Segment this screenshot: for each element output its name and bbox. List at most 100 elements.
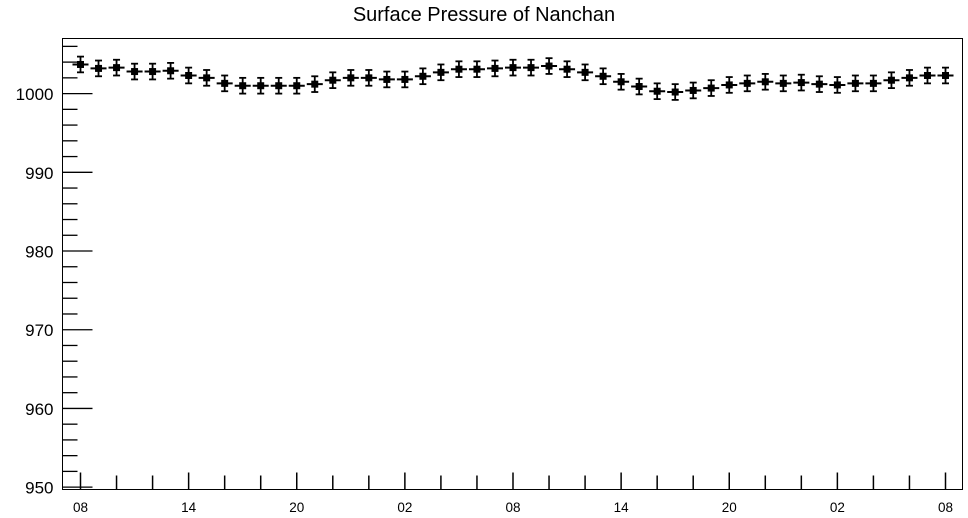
- data-point: [360, 69, 377, 87]
- data-point: [270, 76, 287, 95]
- point-marker: [401, 75, 409, 83]
- x-tick-label: 08: [938, 500, 953, 515]
- point-marker: [689, 86, 697, 94]
- point-marker: [257, 82, 265, 90]
- data-point: [288, 76, 305, 95]
- data-point: [432, 63, 449, 82]
- point-marker: [725, 81, 733, 89]
- y-tick-label: 960: [25, 400, 53, 419]
- point-marker: [311, 80, 319, 88]
- data-point: [793, 73, 810, 92]
- point-marker: [491, 64, 499, 72]
- point-marker: [437, 68, 445, 76]
- point-marker: [761, 78, 769, 86]
- data-point: [342, 69, 359, 87]
- y-tick-label: 950: [25, 479, 53, 498]
- point-marker: [545, 62, 553, 70]
- x-tick-label: 08: [73, 500, 88, 515]
- point-marker: [833, 81, 841, 89]
- data-point: [414, 67, 431, 86]
- data-point: [72, 55, 89, 74]
- data-point: [180, 66, 197, 85]
- x-tick-label: 02: [830, 500, 845, 515]
- point-marker: [707, 84, 715, 92]
- data-point: [378, 70, 395, 89]
- data-point: [450, 60, 467, 78]
- point-marker: [815, 80, 823, 88]
- y-tick-label: 970: [25, 321, 53, 340]
- x-tick-label: 14: [181, 500, 197, 515]
- point-marker: [671, 88, 679, 96]
- x-axis: 08 14 20 02 08 14 20 02 08: [73, 472, 953, 515]
- data-point: [613, 73, 630, 91]
- data-point: [919, 66, 936, 85]
- point-marker: [239, 82, 247, 90]
- point-marker: [743, 79, 751, 87]
- point-marker: [77, 60, 84, 68]
- y-tick-label: 990: [25, 164, 53, 183]
- point-marker: [329, 76, 337, 84]
- data-point: [829, 76, 846, 94]
- point-marker: [185, 71, 193, 79]
- data-point: [865, 74, 882, 93]
- data-point: [937, 66, 954, 85]
- data-point: [811, 75, 828, 93]
- x-tick-label: 20: [722, 500, 737, 515]
- point-marker: [779, 79, 787, 87]
- data-point: [523, 58, 540, 77]
- point-marker: [942, 71, 949, 79]
- data-point: [252, 76, 269, 95]
- data-point: [685, 81, 702, 100]
- data-point: [577, 63, 594, 82]
- point-marker: [851, 79, 859, 87]
- point-marker: [419, 72, 427, 80]
- data-point: [90, 59, 107, 78]
- x-tick-label: 20: [289, 500, 304, 515]
- data-point: [486, 59, 503, 78]
- y-tick-label: 980: [25, 243, 53, 262]
- plot-frame: [62, 38, 963, 490]
- point-marker: [95, 64, 103, 72]
- data-point: [595, 67, 612, 86]
- data-point: [631, 77, 648, 96]
- point-marker: [149, 68, 157, 76]
- point-marker: [527, 64, 535, 72]
- point-marker: [797, 79, 805, 87]
- point-marker: [383, 75, 391, 83]
- data-point: [721, 76, 738, 94]
- point-marker: [473, 65, 481, 73]
- data-point: [468, 60, 485, 78]
- data-point: [162, 61, 179, 80]
- x-tick-label: 08: [505, 500, 520, 515]
- data-point: [306, 75, 323, 93]
- data-point: [847, 74, 864, 93]
- point-marker: [221, 79, 229, 87]
- data-point: [126, 62, 143, 81]
- point-marker: [167, 67, 175, 75]
- data-point: [757, 73, 774, 91]
- data-point: [144, 62, 161, 81]
- point-marker: [365, 74, 373, 82]
- point-marker: [509, 64, 517, 72]
- data-point: [559, 60, 576, 78]
- data-point: [703, 79, 720, 97]
- data-point: [324, 71, 341, 89]
- data-point: [541, 57, 558, 75]
- point-marker: [599, 72, 607, 80]
- point-marker: [563, 65, 571, 73]
- data-points: [72, 55, 954, 101]
- data-point: [739, 74, 756, 93]
- point-marker: [455, 65, 463, 73]
- data-point: [667, 83, 684, 101]
- data-point: [234, 76, 251, 95]
- data-point: [883, 71, 900, 89]
- chart-title: Surface Pressure of Nanchan: [352, 4, 616, 26]
- point-marker: [581, 68, 589, 76]
- y-tick-label: 1000: [16, 85, 54, 104]
- point-marker: [923, 71, 931, 79]
- point-marker: [131, 68, 139, 76]
- point-marker: [347, 74, 355, 82]
- point-marker: [617, 78, 625, 86]
- data-point: [775, 74, 792, 93]
